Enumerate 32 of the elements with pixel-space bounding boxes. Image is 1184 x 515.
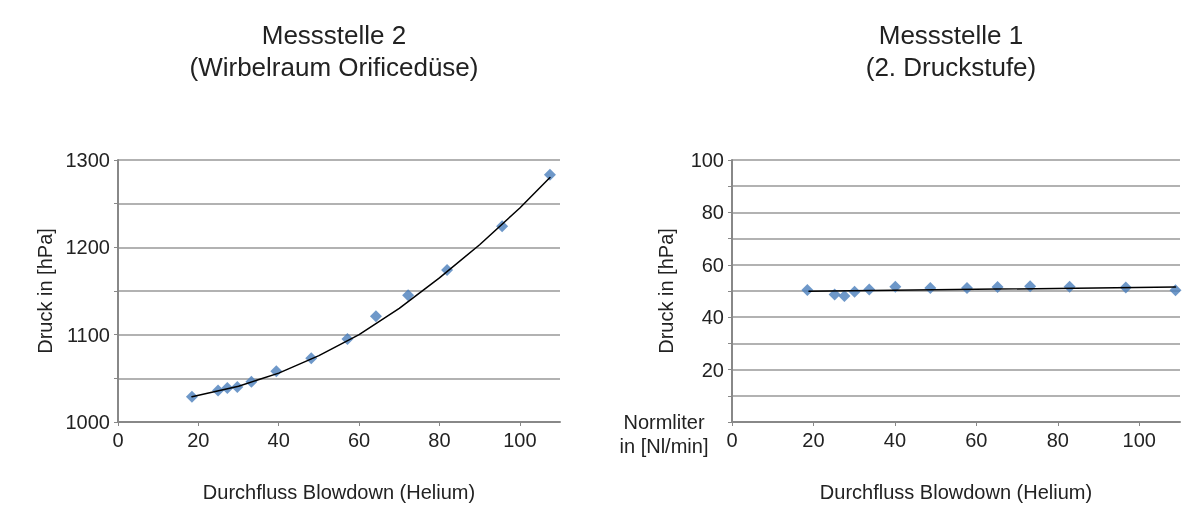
x-tick-label: 60 bbox=[347, 429, 371, 451]
x-tick-label: 40 bbox=[267, 429, 290, 451]
x-tick-label: 60 bbox=[965, 429, 988, 451]
x-tick-label: 100 bbox=[1122, 429, 1156, 451]
y-axis-title: Druck in [hPa] bbox=[33, 228, 56, 354]
x-tick-label: 40 bbox=[883, 429, 907, 451]
point bbox=[543, 168, 556, 181]
y-tick-label: 100 bbox=[690, 149, 724, 171]
y-tick-label: 20 bbox=[701, 358, 724, 381]
y-tick-label: 1300 bbox=[65, 149, 110, 171]
point bbox=[402, 289, 415, 302]
chart-title: Messstelle 2 (Wirbelraum Orificedüse) bbox=[189, 20, 479, 82]
point bbox=[1169, 284, 1182, 297]
x-tick-label: 0 bbox=[112, 429, 124, 451]
y-tick-label: 1000 bbox=[65, 411, 110, 433]
y-axis-title: Druck in [hPa] bbox=[655, 228, 677, 354]
chart-title: Messstelle 1 (2. Druckstufe) bbox=[865, 20, 1037, 82]
x-tick-label: 100 bbox=[503, 429, 537, 451]
y-tick-label: 60 bbox=[701, 253, 724, 276]
x-tick-label: 0 bbox=[726, 429, 738, 451]
y-tick-label: 80 bbox=[701, 201, 724, 224]
x-axis-title: Durchfluss Blowdown (Helium) bbox=[202, 481, 476, 503]
x-tick-label: 80 bbox=[1046, 429, 1069, 451]
y-tick-label: 40 bbox=[701, 306, 724, 329]
x-tick-label: 20 bbox=[187, 429, 210, 451]
text: Normliter in [Nl/min] bbox=[619, 411, 709, 457]
x-tick-label: 20 bbox=[802, 429, 825, 451]
y-tick-label: 1100 bbox=[66, 323, 110, 346]
y-tick-label: 1200 bbox=[65, 236, 110, 259]
point bbox=[369, 310, 382, 323]
x-tick-label: 80 bbox=[428, 429, 451, 451]
x-axis-title: Durchfluss Blowdown (Helium) bbox=[819, 481, 1093, 503]
